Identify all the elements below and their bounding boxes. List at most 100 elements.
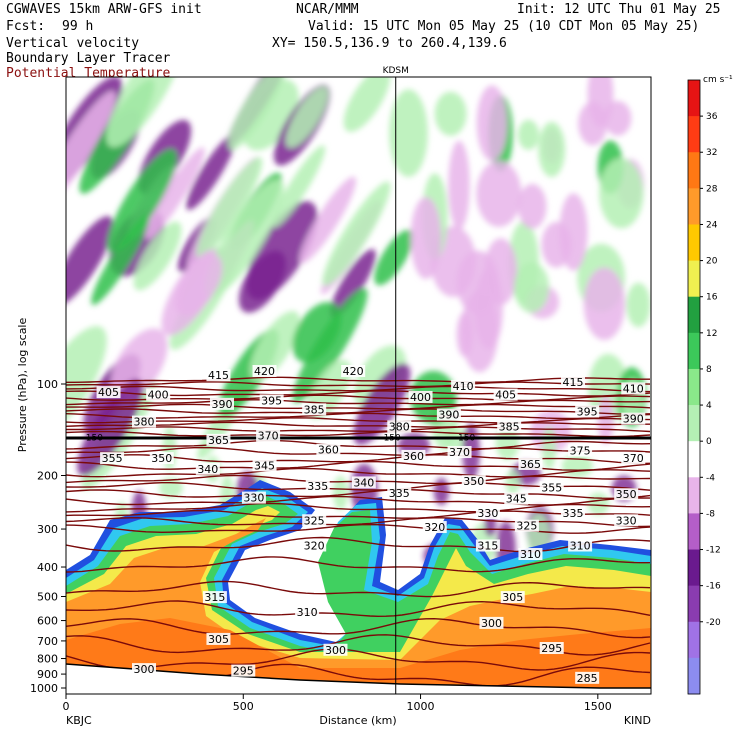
isentrope-label-bg bbox=[241, 491, 266, 504]
isentrope-label-bg bbox=[259, 394, 284, 407]
tropopause-label: 150 bbox=[458, 434, 475, 444]
colorbar-label: 20 bbox=[706, 257, 718, 267]
isentrope-label: 405 bbox=[98, 386, 119, 399]
isentrope-label: 415 bbox=[208, 369, 229, 382]
isentrope-label-bg bbox=[436, 408, 461, 421]
y-tick-label: 700 bbox=[37, 635, 58, 648]
isentrope-line bbox=[66, 600, 651, 618]
valid-time: Valid: 15 UTC Mon 05 May 25 (10 CDT Mon … bbox=[308, 19, 700, 34]
isentrope-label-bg bbox=[146, 388, 171, 401]
isentrope-label-bg bbox=[149, 452, 174, 465]
isentrope-label-bg bbox=[614, 514, 639, 527]
isentrope-label-bg bbox=[518, 548, 543, 561]
colorbar-label: 16 bbox=[706, 293, 718, 303]
isentrope-label: 360 bbox=[318, 444, 339, 457]
isentrope-label: 380 bbox=[134, 416, 155, 429]
isentrope-label: 305 bbox=[502, 591, 523, 604]
isentrope-label-bg bbox=[210, 397, 234, 410]
isentrope-label-bg bbox=[561, 507, 585, 520]
isentrope-label-bg bbox=[231, 664, 256, 677]
isentrope-label-bg bbox=[614, 488, 639, 501]
isentrope-label: 315 bbox=[204, 591, 225, 604]
isentrope-line bbox=[66, 502, 651, 513]
y-tick-label: 500 bbox=[37, 590, 58, 603]
isentrope-label-bg bbox=[514, 519, 539, 532]
colorbar-swatch bbox=[688, 368, 700, 406]
isentrope-label: 325 bbox=[516, 520, 537, 533]
colorbar-swatch bbox=[688, 657, 700, 695]
isentrope-label: 335 bbox=[307, 480, 328, 493]
velocity-cell bbox=[542, 426, 557, 470]
velocity-cell bbox=[343, 77, 391, 132]
isentrope-label: 330 bbox=[616, 514, 637, 527]
isentrope-line bbox=[66, 399, 651, 406]
isentrope-label: 320 bbox=[304, 539, 325, 552]
isentrope-label: 310 bbox=[297, 606, 318, 619]
init-time: Init: 12 UTC Thu 01 May 25 bbox=[517, 2, 721, 17]
left-station-label: KBJC bbox=[66, 714, 92, 727]
isentrope-label-bg bbox=[256, 429, 281, 442]
isentrope-label-bg bbox=[206, 369, 231, 382]
isentrope-label: 370 bbox=[623, 452, 644, 465]
isentrope-label: 385 bbox=[499, 420, 520, 433]
velocity-cell bbox=[238, 250, 286, 313]
velocity-cell bbox=[456, 250, 499, 315]
isentrope-label-bg bbox=[302, 403, 327, 416]
colorbar-swatch bbox=[688, 80, 700, 117]
isentrope-label: 340 bbox=[353, 476, 374, 489]
isentrope-line bbox=[66, 509, 651, 519]
velocity-cell bbox=[517, 119, 540, 150]
isentrope-label: 400 bbox=[410, 391, 431, 404]
isentrope-line bbox=[66, 430, 651, 438]
isentrope-label: 415 bbox=[563, 376, 584, 389]
isentrope-label: 300 bbox=[325, 644, 346, 657]
isentrope-line bbox=[66, 408, 651, 415]
isentrope-label: 405 bbox=[495, 389, 516, 402]
isentrope-label: 360 bbox=[403, 450, 424, 463]
y-tick-label: 200 bbox=[37, 470, 58, 483]
isentrope-line bbox=[66, 381, 651, 388]
isentrope-label-bg bbox=[475, 507, 500, 520]
isentrope-line bbox=[66, 412, 651, 420]
colorbar-label: 32 bbox=[706, 148, 717, 158]
isentrope-label-bg bbox=[401, 449, 426, 462]
velocity-cell bbox=[299, 176, 357, 264]
colorbar-swatch bbox=[688, 152, 700, 189]
y-tick-label: 800 bbox=[37, 653, 58, 666]
center-title: NCAR/MMM bbox=[296, 2, 359, 17]
colorbar-label: -12 bbox=[706, 546, 721, 556]
isentrope-label-bg bbox=[497, 420, 522, 433]
tropopause-labels: 150 150 150 bbox=[86, 434, 476, 444]
isentrope-label: 300 bbox=[481, 617, 502, 630]
isentrope-label: 385 bbox=[304, 403, 325, 416]
station-marker-label: KDSM bbox=[383, 66, 409, 76]
isentrope-label: 420 bbox=[254, 365, 275, 378]
isentrope-label-bg bbox=[621, 412, 646, 425]
isentrope-label-bg bbox=[202, 591, 227, 604]
velocity-cell bbox=[66, 325, 107, 438]
isentrope-label: 380 bbox=[389, 420, 410, 433]
isentrope-label-bg bbox=[302, 539, 327, 552]
isentrope-line bbox=[66, 403, 651, 410]
plot-frame bbox=[65, 76, 652, 695]
isentrope-label: 285 bbox=[577, 672, 598, 685]
velocity-cell bbox=[505, 469, 520, 495]
colorbar-swatch bbox=[688, 188, 700, 225]
isentrope-line bbox=[66, 617, 651, 639]
isentrope-label: 335 bbox=[563, 507, 584, 520]
y-tick-label: 1000 bbox=[30, 682, 58, 695]
isentrope-label-bg bbox=[461, 475, 486, 488]
velocity-cell bbox=[518, 183, 547, 229]
isentrope-label-bg bbox=[302, 514, 327, 527]
isentrope-label-bg bbox=[518, 457, 543, 470]
isentrope-label: 350 bbox=[616, 488, 637, 501]
velocity-cell bbox=[110, 328, 168, 401]
velocity-cell bbox=[292, 302, 342, 363]
isentrope-label-bg bbox=[568, 444, 593, 457]
isentrope-label: 315 bbox=[477, 539, 498, 552]
isentrope-label: 410 bbox=[453, 380, 474, 393]
colorbar-label: 4 bbox=[706, 401, 712, 411]
velocity-cell bbox=[145, 147, 205, 240]
velocity-cell bbox=[329, 249, 376, 318]
